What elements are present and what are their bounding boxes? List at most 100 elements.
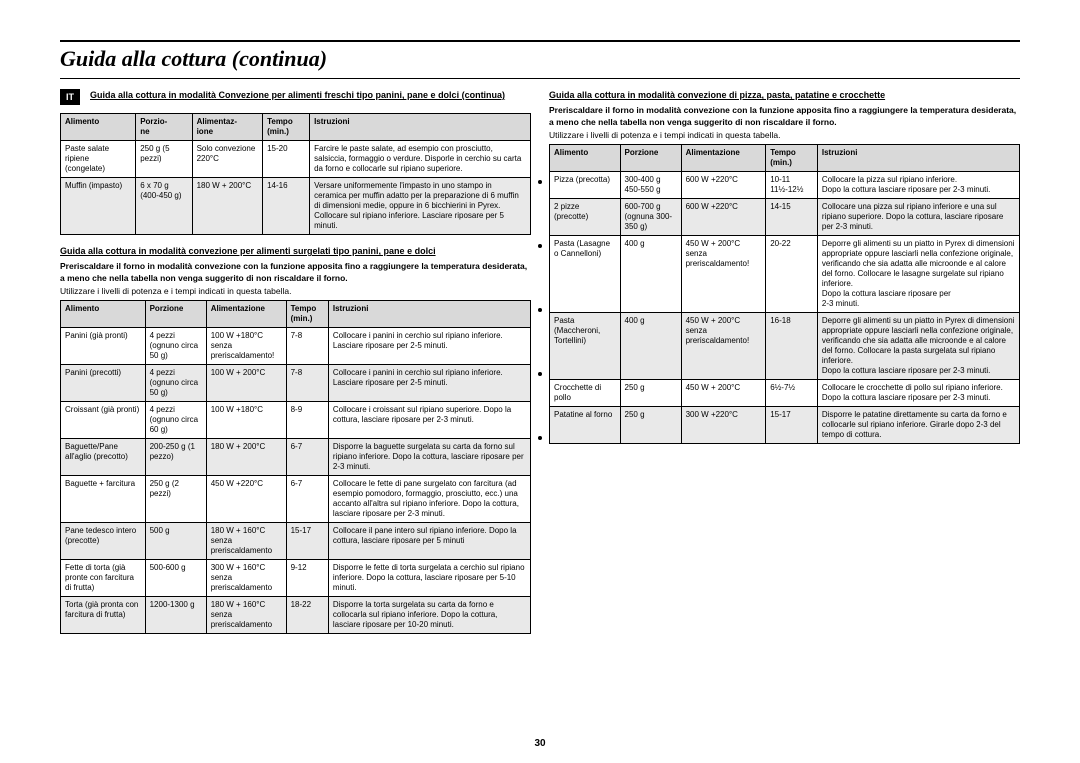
table-cell: Deporre gli alimenti su un piatto in Pyr… bbox=[817, 236, 1019, 313]
left-heading-2: Guida alla cottura in modalità convezion… bbox=[60, 245, 531, 257]
page-number: 30 bbox=[0, 738, 1080, 749]
table-cell: 400 g bbox=[620, 313, 681, 380]
table-cell: 300-400 g 450-550 g bbox=[620, 172, 681, 199]
table-cell: 6-7 bbox=[286, 439, 328, 476]
table-header: Tempo(min.) bbox=[286, 301, 328, 328]
table-cell: Panini (già pronti) bbox=[61, 328, 146, 365]
table-cell: Collocare le fette di pane surgelato con… bbox=[328, 476, 530, 523]
table-header: Alimentazione bbox=[681, 145, 766, 172]
left-column: IT Guida alla cottura in modalità Convez… bbox=[60, 89, 531, 644]
table-cell: Disporre la baguette surgelata su carta … bbox=[328, 439, 530, 476]
table-cell: 2 pizze (precotte) bbox=[550, 199, 621, 236]
table-header: Istruzioni bbox=[310, 114, 531, 141]
table-cell: 300 W +220°C bbox=[681, 407, 766, 444]
table-header: Porzione bbox=[145, 301, 206, 328]
table-header: Porzio-ne bbox=[136, 114, 192, 141]
table-cell: 300 W + 160°C senza preriscaldamento bbox=[206, 560, 286, 597]
table-cell: 20-22 bbox=[766, 236, 818, 313]
table-cell: 180 W + 200°C bbox=[192, 178, 263, 235]
table-header: Porzione bbox=[620, 145, 681, 172]
table-cell: 15-17 bbox=[766, 407, 818, 444]
table-cell: 250 g bbox=[620, 407, 681, 444]
table-row: Torta (già pronta con farcitura di frutt… bbox=[61, 597, 531, 634]
table-row: Patatine al forno250 g300 W +220°C15-17D… bbox=[550, 407, 1020, 444]
fold-dots bbox=[538, 180, 542, 440]
table-cell: 100 W +180°C bbox=[206, 402, 286, 439]
table-cell: 250 g (5 pezzi) bbox=[136, 141, 192, 178]
table-cell: Collocare i croissant sul ripiano superi… bbox=[328, 402, 530, 439]
table-header: Alimento bbox=[550, 145, 621, 172]
table-cell: Solo convezione 220°C bbox=[192, 141, 263, 178]
table-header: Alimentazione bbox=[206, 301, 286, 328]
table-header: Istruzioni bbox=[328, 301, 530, 328]
table-cell: 14-15 bbox=[766, 199, 818, 236]
table-row: Pasta (Maccheroni, Tortellini)400 g450 W… bbox=[550, 313, 1020, 380]
table-cell: Pasta (Maccheroni, Tortellini) bbox=[550, 313, 621, 380]
table-cell: Disporre le patatine direttamente su car… bbox=[817, 407, 1019, 444]
table-row: Baguette/Pane all'aglio (precotto)200-25… bbox=[61, 439, 531, 476]
table-cell: 450 W + 200°C senza preriscaldamento! bbox=[681, 313, 766, 380]
table-row: Muffin (impasto)6 x 70 g (400-450 g)180 … bbox=[61, 178, 531, 235]
table-cell: Baguette + farcitura bbox=[61, 476, 146, 523]
table-cell: Crocchette di pollo bbox=[550, 380, 621, 407]
table-cell: 180 W + 160°C senza preriscaldamento bbox=[206, 523, 286, 560]
table-cell: Pizza (precotta) bbox=[550, 172, 621, 199]
table-cell: Fette di torta (già pronte con farcitura… bbox=[61, 560, 146, 597]
table-cell: 15-20 bbox=[263, 141, 310, 178]
table-cell: Patatine al forno bbox=[550, 407, 621, 444]
table-header: Tempo(min.) bbox=[766, 145, 818, 172]
table-cell: 180 W + 200°C bbox=[206, 439, 286, 476]
table-cell: Paste salate ripiene (congelate) bbox=[61, 141, 136, 178]
table-cell: 15-17 bbox=[286, 523, 328, 560]
table-cell: Collocare i panini in cerchio sul ripian… bbox=[328, 328, 530, 365]
table-cell: 8-9 bbox=[286, 402, 328, 439]
table-row: Pane tedesco intero (precotte)500 g180 W… bbox=[61, 523, 531, 560]
table-cell: 250 g (2 pezzi) bbox=[145, 476, 206, 523]
table-cell: Collocare i panini in cerchio sul ripian… bbox=[328, 365, 530, 402]
table-row: Baguette + farcitura250 g (2 pezzi)450 W… bbox=[61, 476, 531, 523]
table-header: Alimentaz-ione bbox=[192, 114, 263, 141]
left-heading-row: IT Guida alla cottura in modalità Convez… bbox=[60, 89, 531, 105]
table-header: Alimento bbox=[61, 114, 136, 141]
table-cell: 4 pezzi (ognuno circa 50 g) bbox=[145, 365, 206, 402]
table-cell: 4 pezzi (ognuno circa 50 g) bbox=[145, 328, 206, 365]
table-cell: 600-700 g (ognuna 300-350 g) bbox=[620, 199, 681, 236]
table-cell: 1200-1300 g bbox=[145, 597, 206, 634]
table-cell: Croissant (già pronti) bbox=[61, 402, 146, 439]
right-intro-1b: Utilizzare i livelli di potenza e i temp… bbox=[549, 130, 1020, 140]
table-cell: Collocare una pizza sul ripiano inferior… bbox=[817, 199, 1019, 236]
lang-badge: IT bbox=[60, 89, 80, 105]
table-cell: Versare uniformemente l'impasto in uno s… bbox=[310, 178, 531, 235]
table-row: Croissant (già pronti)4 pezzi (ognuno ci… bbox=[61, 402, 531, 439]
table-cell: 100 W +180°C senza preriscaldamento! bbox=[206, 328, 286, 365]
left-intro-2: Preriscaldare il forno in modalità conve… bbox=[60, 261, 531, 284]
right-intro-1: Preriscaldare il forno in modalità conve… bbox=[549, 105, 1020, 128]
table-cell: 16-18 bbox=[766, 313, 818, 380]
table-cell: 600 W +220°C bbox=[681, 172, 766, 199]
table-cell: 450 W +220°C bbox=[206, 476, 286, 523]
table-cell: Torta (già pronta con farcitura di frutt… bbox=[61, 597, 146, 634]
table-cell: Pane tedesco intero (precotte) bbox=[61, 523, 146, 560]
table-cell: Deporre gli alimenti su un piatto in Pyr… bbox=[817, 313, 1019, 380]
table-cell: 9-12 bbox=[286, 560, 328, 597]
table-cell: 450 W + 200°C senza preriscaldamento! bbox=[681, 236, 766, 313]
table-row: Panini (precotti)4 pezzi (ognuno circa 5… bbox=[61, 365, 531, 402]
table-cell: 6 x 70 g (400-450 g) bbox=[136, 178, 192, 235]
table-row: Fette di torta (già pronte con farcitura… bbox=[61, 560, 531, 597]
table-cell: Disporre la torta surgelata su carta da … bbox=[328, 597, 530, 634]
left-heading-1: Guida alla cottura in modalità Convezion… bbox=[90, 89, 505, 101]
table-cell: Collocare il pane intero sul ripiano inf… bbox=[328, 523, 530, 560]
table-row: Crocchette di pollo250 g450 W + 200°C6½-… bbox=[550, 380, 1020, 407]
table-cell: 180 W + 160°C senza preriscaldamento bbox=[206, 597, 286, 634]
table-cell: 14-16 bbox=[263, 178, 310, 235]
table-cell: 6½-7½ bbox=[766, 380, 818, 407]
table-row: Panini (già pronti)4 pezzi (ognuno circa… bbox=[61, 328, 531, 365]
table-cell: 7-8 bbox=[286, 328, 328, 365]
table-header: Alimento bbox=[61, 301, 146, 328]
table-cell: Disporre le fette di torta surgelata a c… bbox=[328, 560, 530, 597]
table-row: Paste salate ripiene (congelate)250 g (5… bbox=[61, 141, 531, 178]
table-cell: Pasta (Lasagne o Cannelloni) bbox=[550, 236, 621, 313]
table-cell: 18-22 bbox=[286, 597, 328, 634]
table-cell: Panini (precotti) bbox=[61, 365, 146, 402]
left-table-2: AlimentoPorzioneAlimentazioneTempo(min.)… bbox=[60, 300, 531, 634]
